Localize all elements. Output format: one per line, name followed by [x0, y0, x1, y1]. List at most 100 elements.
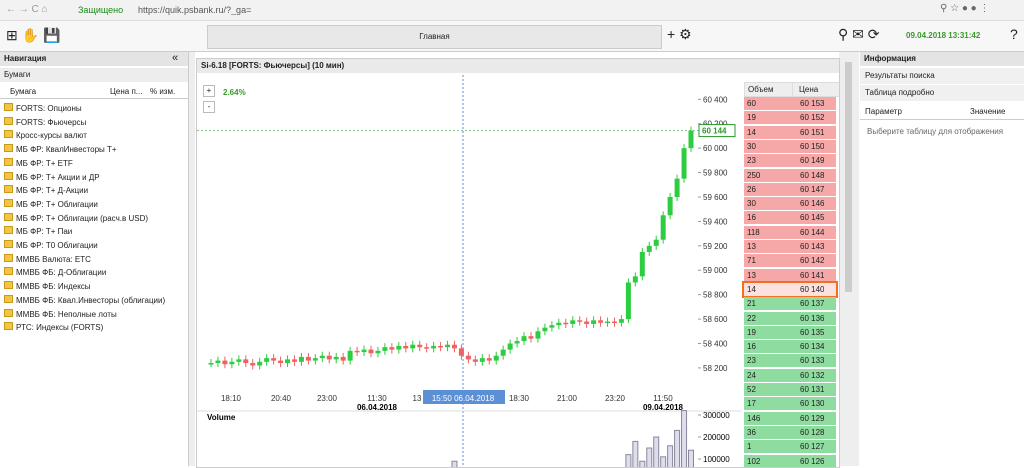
tree-item[interactable]: МБ ФР: Т+ Облигации (расч.в USD) — [4, 212, 148, 225]
volume-bar — [639, 460, 646, 467]
ob-volume: 102 — [747, 456, 761, 466]
ob-volume: 23 — [747, 356, 756, 366]
tool-icons[interactable]: ⚲ ✉ ⟳ — [838, 26, 880, 42]
ob-row[interactable]: 60 60 153 — [744, 97, 836, 110]
ob-row[interactable]: 22 60 136 — [744, 311, 836, 325]
zoom-in[interactable]: + — [203, 85, 215, 97]
y-tick-label: 58 600 — [703, 315, 728, 324]
candle — [389, 347, 395, 350]
toolbar-icons[interactable]: ⊞ ✋ 💾 — [6, 27, 61, 43]
ob-price: 60 146 — [800, 199, 825, 209]
ob-volume: 250 — [747, 170, 761, 180]
browser-icons[interactable]: ⚲ ☆ ● ● ⋮ — [940, 3, 990, 14]
ob-row[interactable]: 24 60 132 — [744, 368, 836, 382]
info-panel: Информация Результаты поиска Таблица подро… — [860, 52, 1024, 466]
tree-item[interactable]: РТС: Индексы (FORTS) — [4, 321, 103, 334]
candle — [688, 130, 694, 149]
ob-price: 60 148 — [800, 170, 825, 180]
tree-item[interactable]: Кросс-курсы валют — [4, 129, 87, 142]
y-tick-label: 59 400 — [703, 217, 728, 226]
ob-row[interactable]: 52 60 131 — [744, 383, 836, 396]
folder-icon — [4, 130, 13, 139]
secure: Защищено — [78, 5, 124, 15]
ob-row[interactable]: 30 60 150 — [744, 139, 836, 153]
volume-tick-label: 300000 — [703, 411, 730, 420]
ob-row[interactable]: 13 60 143 — [744, 240, 836, 253]
ob-row[interactable]: 71 60 142 — [744, 254, 836, 268]
zoom-out[interactable]: - — [203, 101, 215, 113]
add-tab[interactable]: + ⚙ — [667, 26, 692, 42]
tab[interactable]: Результаты поиска — [860, 68, 1024, 84]
candle — [472, 359, 478, 362]
tree-item[interactable]: МБ ФР: Т+ Акции и ДР — [4, 171, 100, 184]
ob-row[interactable]: 13 60 141 — [744, 268, 836, 282]
candle — [660, 215, 666, 240]
ob-volume: 71 — [747, 256, 756, 266]
collapse[interactable]: « — [172, 52, 179, 64]
ob-row[interactable]: 146 60 129 — [744, 411, 836, 425]
tree-item[interactable]: МБ ФР: Т+ Паи — [4, 225, 72, 238]
ob-row[interactable]: 102 60 126 — [744, 454, 836, 467]
tab[interactable]: Главная — [207, 25, 662, 49]
candle — [507, 343, 513, 350]
ob-row[interactable]: 1 60 127 — [744, 440, 836, 454]
ob-row[interactable]: 14 60 151 — [744, 125, 836, 139]
tree-item[interactable]: МБ ФР: Т+ ETF — [4, 157, 73, 170]
ob-volume: 30 — [747, 141, 756, 151]
ob-header: Объем — [744, 82, 795, 97]
folder-icon — [4, 212, 13, 221]
ob-row[interactable]: 16 60 134 — [744, 340, 836, 354]
tree-item[interactable]: ММВБ Валюта: ETC — [4, 253, 91, 266]
ob-row[interactable]: 21 60 137 — [744, 297, 836, 311]
tree-item[interactable]: ММВБ ФБ: Квал.Инвесторы (облигации) — [4, 294, 165, 307]
x-tick-label: 11:30 — [367, 394, 387, 403]
tree-item[interactable]: МБ ФР: Т+ Облигации — [4, 198, 98, 211]
folder-icon — [4, 185, 13, 194]
tree-item[interactable]: FORTS: Опционы — [4, 102, 82, 115]
tree-label: МБ ФР: Т+ Акции и ДР — [16, 172, 100, 182]
tree-item[interactable]: FORTS: Фьючерсы — [4, 116, 86, 129]
candle — [424, 347, 430, 349]
ob-price: 60 129 — [800, 413, 825, 423]
tree-item[interactable]: ММВБ ФБ: Неполные лоты — [4, 308, 117, 321]
ob-price: 60 130 — [800, 399, 825, 409]
tree-label: FORTS: Фьючерсы — [16, 117, 87, 127]
ob-row[interactable]: 30 60 146 — [744, 197, 836, 211]
candle — [264, 358, 270, 362]
ob-row[interactable]: 250 60 148 — [744, 168, 836, 182]
candle — [271, 358, 277, 361]
tab[interactable]: Таблица подробно — [860, 85, 1024, 101]
candle — [479, 358, 485, 362]
nav-buttons[interactable]: ← → C ⌂ — [6, 4, 48, 15]
help[interactable]: ? — [1010, 26, 1018, 42]
ob-row[interactable]: 17 60 130 — [744, 397, 836, 411]
ob-row[interactable]: 19 60 135 — [744, 325, 836, 339]
ob-row[interactable]: 36 60 128 — [744, 425, 836, 439]
candle — [298, 356, 304, 362]
ob-row[interactable]: 14 60 140 — [742, 280, 838, 298]
folder-icon — [4, 281, 13, 290]
candle — [514, 341, 520, 344]
ob-price: 60 144 — [800, 227, 825, 237]
tree-item[interactable]: ММВБ ФБ: Д-Облигации — [4, 266, 106, 279]
tree-item[interactable]: МБ ФР: КвалИнвесторы Т+ — [4, 143, 117, 156]
ob-row[interactable]: 23 60 149 — [744, 154, 836, 168]
candle — [625, 282, 631, 320]
ob-row[interactable]: 118 60 144 — [744, 225, 836, 239]
candle — [319, 355, 325, 359]
url[interactable]: https://quik.psbank.ru/?_ga= — [138, 5, 252, 15]
candle — [340, 356, 346, 361]
candle — [458, 348, 464, 356]
ob-row[interactable]: 16 60 145 — [744, 211, 836, 225]
tree-item[interactable]: ММВБ ФБ: Индексы — [4, 280, 91, 293]
tree-label: ММВБ ФБ: Индексы — [16, 282, 91, 292]
ob-row[interactable]: 19 60 152 — [744, 111, 836, 125]
tree-item[interactable]: МБ ФР: Т+ Д-Акции — [4, 184, 88, 197]
ob-volume: 16 — [747, 342, 756, 352]
ob-row[interactable]: 26 60 147 — [744, 182, 836, 196]
candle — [556, 322, 562, 326]
tree-item[interactable]: МБ ФР: Т0 Облигации — [4, 239, 98, 252]
volume-bar — [451, 460, 458, 467]
ob-row[interactable]: 23 60 133 — [744, 354, 836, 368]
volume-bar — [667, 445, 674, 467]
